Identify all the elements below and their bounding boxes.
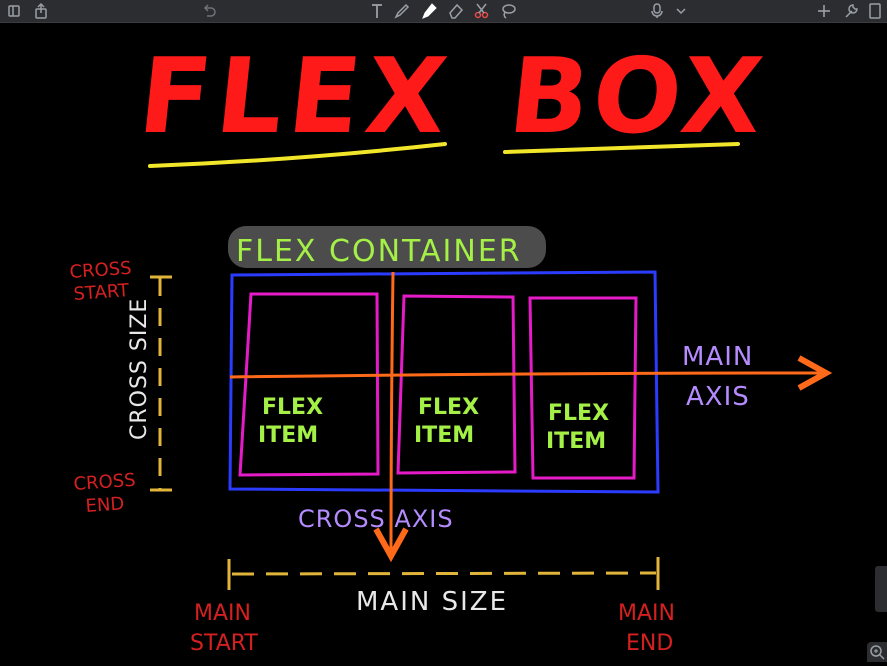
title-flex: FLEX bbox=[134, 35, 459, 157]
add-icon[interactable] bbox=[815, 2, 833, 20]
zoom-icon bbox=[870, 645, 885, 660]
app-toolbar bbox=[0, 0, 887, 23]
cross-end-label: END bbox=[85, 493, 125, 517]
page-scroll-control[interactable] bbox=[875, 566, 887, 612]
wrench-icon[interactable] bbox=[842, 2, 860, 20]
main-axis-arrow bbox=[229, 373, 826, 377]
flexbox-diagram: FLEX BOX FLEX CONTAINER FLEX ITEM FLEX I… bbox=[69, 35, 887, 656]
cross-size-label: CROSS SIZE bbox=[127, 298, 152, 440]
lasso-icon[interactable] bbox=[499, 2, 517, 20]
main-axis-label: AXIS bbox=[686, 382, 750, 412]
share-icon[interactable] bbox=[32, 2, 50, 20]
eraser-icon[interactable] bbox=[447, 2, 465, 20]
undo-icon[interactable] bbox=[200, 2, 218, 20]
microphone-icon[interactable] bbox=[648, 2, 666, 20]
page-icon[interactable] bbox=[866, 2, 884, 20]
cross-axis-arrow bbox=[391, 271, 393, 556]
chevron-down-icon[interactable] bbox=[672, 2, 690, 20]
title-underline-right bbox=[503, 142, 740, 154]
main-size-label: MAIN SIZE bbox=[356, 587, 508, 617]
main-axis-label: MAIN bbox=[682, 342, 753, 372]
flex-item-box bbox=[396, 294, 517, 475]
text-tool-icon[interactable] bbox=[368, 2, 386, 20]
flex-item-box bbox=[528, 296, 638, 480]
flex-item-box bbox=[238, 292, 380, 477]
flex-item-label: ITEM bbox=[258, 423, 318, 448]
flex-item-label: FLEX bbox=[262, 395, 323, 420]
cross-start-label: START bbox=[73, 280, 131, 305]
container-label: FLEX CONTAINER bbox=[236, 234, 522, 269]
title-box: BOX bbox=[504, 35, 773, 157]
main-start-label: MAIN bbox=[194, 601, 251, 626]
cross-start-label: CROSS bbox=[69, 258, 132, 283]
main-end-label: MAIN bbox=[618, 601, 675, 626]
scissors-icon[interactable] bbox=[473, 2, 491, 20]
cross-axis-label: CROSS AXIS bbox=[298, 505, 454, 533]
sidebar-icon[interactable] bbox=[6, 2, 24, 20]
flex-item-label: ITEM bbox=[414, 423, 474, 448]
pen-icon[interactable] bbox=[393, 2, 411, 20]
zoom-button[interactable] bbox=[867, 642, 887, 662]
title-underline-left bbox=[148, 142, 447, 168]
flex-container-box bbox=[228, 270, 660, 494]
main-size-line bbox=[231, 571, 657, 576]
main-end-label: END bbox=[626, 631, 673, 656]
cross-end-label: CROSS bbox=[73, 470, 136, 495]
flex-item-label: ITEM bbox=[546, 429, 606, 454]
main-start-label: START bbox=[190, 631, 258, 656]
flex-item-label: FLEX bbox=[548, 401, 609, 426]
highlighter-icon[interactable] bbox=[420, 2, 438, 20]
container-label-highlight bbox=[228, 226, 546, 268]
flex-item-label: FLEX bbox=[418, 395, 479, 420]
